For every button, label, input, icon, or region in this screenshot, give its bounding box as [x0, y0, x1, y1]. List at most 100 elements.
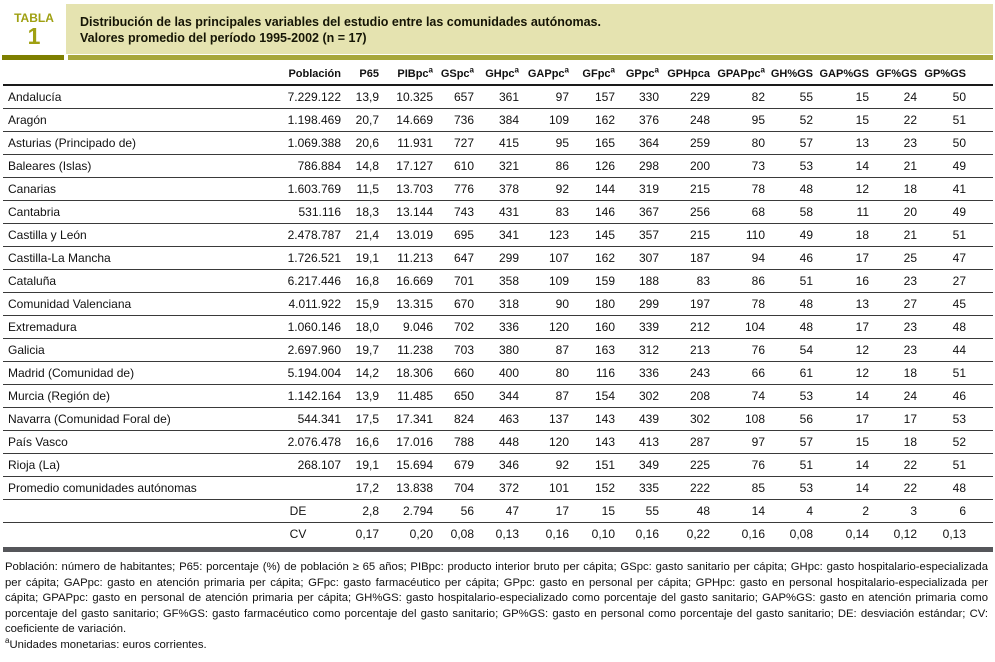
cell: 657 — [433, 85, 474, 109]
cell: 18,3 — [341, 200, 379, 224]
cell: 702 — [433, 315, 474, 339]
cell: 695 — [433, 223, 474, 247]
column-header-p65: P65 — [341, 61, 379, 86]
cell: 74 — [710, 384, 765, 408]
cell: 80 — [710, 131, 765, 155]
cell: 786.884 — [255, 154, 341, 178]
cell: 17,5 — [341, 407, 379, 431]
row-label: Cataluña — [3, 269, 255, 293]
cell: 14,8 — [341, 154, 379, 178]
cell: 12 — [813, 177, 869, 201]
cell: 14 — [813, 154, 869, 178]
table-row: Madrid (Comunidad de) 5.194.004 14,2 18.306… — [3, 361, 993, 385]
cell: 18,0 — [341, 315, 379, 339]
cell: 531.116 — [255, 200, 341, 224]
cell: 679 — [433, 453, 474, 477]
cell: 12 — [813, 361, 869, 385]
cell: 16.669 — [379, 269, 433, 293]
cell: 13.144 — [379, 200, 433, 224]
cell: 13,9 — [341, 384, 379, 408]
cell: 17.127 — [379, 154, 433, 178]
table-title-line1: Distribución de las principales variable… — [80, 15, 601, 29]
cell: 358 — [474, 269, 519, 293]
table-row: CV 0,17 0,20 0,08 0,13 0,16 0,10 0,16 0,22 0,16 0,… — [3, 523, 993, 546]
cell: 318 — [474, 292, 519, 316]
cell: 17 — [813, 315, 869, 339]
cell: 48 — [765, 292, 813, 316]
cell: 647 — [433, 246, 474, 270]
cell: 0,16 — [741, 527, 765, 541]
cell: 104 — [710, 315, 765, 339]
cell: 776 — [433, 177, 474, 201]
cell: 9.046 — [379, 315, 433, 339]
column-header-ghpc: GHpca — [474, 61, 519, 86]
cell: 56 — [433, 499, 474, 523]
table-number: 1 — [27, 23, 41, 49]
cell: 344 — [474, 384, 519, 408]
cell: 378 — [474, 177, 519, 201]
cell: 23 — [869, 131, 917, 155]
cell: 17 — [869, 407, 917, 431]
table-row: Navarra (Comunidad Foral de) 544.341 17,5 1… — [3, 407, 993, 431]
cell: 336 — [474, 315, 519, 339]
table-head: Población P65 PIBpca GSpca GHpca GAPpca GFpca G… — [3, 61, 993, 86]
cell: 17 — [813, 246, 869, 270]
cell: 51 — [917, 108, 993, 132]
cell: 97 — [710, 430, 765, 454]
cell: 330 — [615, 85, 659, 109]
cell: 349 — [615, 453, 659, 477]
cell: 120 — [519, 315, 569, 339]
cell: 83 — [519, 200, 569, 224]
cell: 83 — [659, 269, 710, 293]
cell: 56 — [765, 407, 813, 431]
divider-bar-dark — [2, 55, 64, 60]
cell: 439 — [615, 407, 659, 431]
cell: 78 — [710, 292, 765, 316]
cell: 11.485 — [379, 384, 433, 408]
cell: 188 — [615, 269, 659, 293]
cell: 116 — [569, 361, 615, 385]
cell: 46 — [765, 246, 813, 270]
cell: 51 — [917, 361, 993, 385]
cell: 701 — [433, 269, 474, 293]
table-number-label: TABLA 1 — [2, 4, 66, 54]
cell: 137 — [519, 407, 569, 431]
cell: 24 — [869, 384, 917, 408]
cell: 17.341 — [379, 407, 433, 431]
cell: 21 — [869, 154, 917, 178]
column-header-row-label — [3, 61, 255, 86]
cell: 248 — [659, 108, 710, 132]
cell: 4.011.922 — [255, 292, 341, 316]
table-row: Promedio comunidades autónomas 17,2 13.838… — [3, 476, 993, 500]
cell: 86 — [710, 269, 765, 293]
cell: 18 — [869, 177, 917, 201]
cell: 2,8 — [341, 499, 379, 523]
table-header: TABLA 1 Distribución de las principales … — [2, 4, 993, 54]
cell: 143 — [569, 407, 615, 431]
cell: 336 — [615, 361, 659, 385]
cell: 0,08 — [450, 527, 474, 541]
cell: 101 — [519, 476, 569, 500]
cell: 341 — [474, 223, 519, 247]
cell: 85 — [710, 476, 765, 500]
cell: 20,7 — [341, 108, 379, 132]
cell: 87 — [519, 338, 569, 362]
row-label: Madrid (Comunidad de) — [3, 361, 255, 385]
cell: 14 — [710, 499, 765, 523]
cell: 13,9 — [341, 85, 379, 109]
cell: 13.019 — [379, 223, 433, 247]
cell: 18 — [813, 223, 869, 247]
table-row: Canarias 1.603.769 11,5 13.703 776 378 92 144 31… — [3, 177, 993, 201]
cell: 22 — [869, 453, 917, 477]
cell: 19,7 — [341, 338, 379, 362]
table-row: País Vasco 2.076.478 16,6 17.016 788 448 120 14… — [3, 430, 993, 454]
row-label — [3, 523, 255, 546]
cell: 152 — [569, 476, 615, 500]
cell: 76 — [710, 338, 765, 362]
cell: 0,17 — [355, 527, 379, 541]
cell: 23 — [869, 338, 917, 362]
cell: 298 — [615, 154, 659, 178]
cell: 21,4 — [341, 223, 379, 247]
cell: 431 — [474, 200, 519, 224]
cell: 53 — [765, 154, 813, 178]
